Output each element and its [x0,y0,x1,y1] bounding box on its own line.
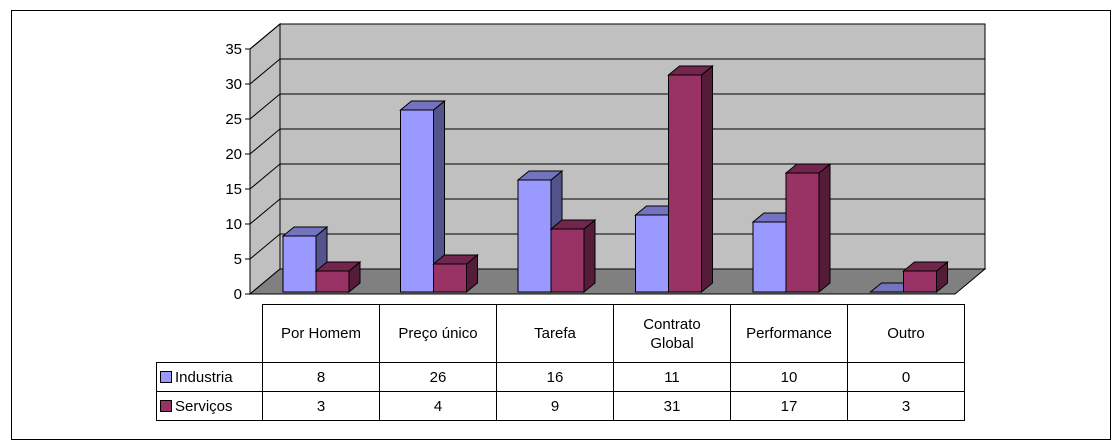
data-table: Por Homem Preço único Tarefa Contrato Global… [156,304,965,421]
table-row: Serviços 3 4 9 31 17 3 [156,391,965,421]
bar [282,235,317,293]
data-label: 3 [262,391,380,421]
category-label: Outro [847,304,965,363]
legend-entry: Industria [156,362,263,392]
bar [752,221,787,293]
data-label: 26 [379,362,497,392]
bar-side [818,162,831,294]
bar [517,179,552,293]
bar [315,270,350,293]
data-label: 0 [847,362,965,392]
y-tick-label: 0 [234,286,242,303]
bar [668,74,702,293]
legend-entry: Serviços [156,391,263,421]
category-label-line: Tarefa [534,325,576,342]
data-label: 11 [613,362,731,392]
category-label-line: Por Homem [280,325,362,342]
bar-side [583,218,596,294]
chart-plot: 0 5 10 15 20 25 30 35 [225,22,987,303]
y-tick-label: 20 [225,146,242,163]
data-label: 17 [730,391,848,421]
data-label: 9 [496,391,614,421]
bar [433,263,467,293]
category-label: Contrato Global [613,304,731,363]
gridline-side [249,93,281,120]
bar [550,228,585,293]
category-label-line: Preço único [398,325,478,342]
y-tick-label: 5 [234,251,242,268]
category-label: Performance [730,304,848,363]
data-label: 4 [379,391,497,421]
y-tick-label: 15 [225,181,242,198]
table-row: Industria 8 26 16 11 10 0 [156,362,965,392]
legend-label: Serviços [175,397,233,415]
bar-side [701,64,713,294]
gridline-side [249,198,281,225]
side-wall [249,22,281,296]
data-label: 10 [730,362,848,392]
gridline-side [249,23,281,50]
data-label: 8 [262,362,380,392]
chart-frame: 0 5 10 15 20 25 30 35 Por Homem Preço único Taref… [11,10,1111,440]
gridline-side [249,128,281,155]
gridline-side [249,163,281,190]
table-corner [157,305,263,363]
table-category-row: Por Homem Preço único Tarefa Contrato Global… [157,304,965,363]
gridline-side [249,233,281,260]
category-label: Preço único [379,304,497,363]
bar [785,172,820,293]
legend-swatch [160,399,172,412]
legend-swatch [160,370,172,383]
gridline-side [249,58,281,85]
legend-label: Industria [175,368,233,386]
y-tick-label: 35 [225,41,242,58]
bar [903,270,937,293]
bar [635,214,669,293]
data-label: 31 [613,391,731,421]
y-tick-label: 30 [225,76,242,93]
category-label-line: Contrato [643,315,701,333]
y-tick-label: 25 [225,111,242,128]
category-label: Tarefa [496,304,614,363]
category-label-line: Outro [887,325,925,342]
data-label: 16 [496,362,614,392]
bar [400,109,434,293]
category-label: Por Homem [262,304,380,363]
category-label-line: Global [650,334,694,352]
back-wall [279,23,986,270]
data-label: 3 [847,391,965,421]
y-tick-label: 10 [225,216,242,233]
category-label-line: Performance [746,325,832,342]
